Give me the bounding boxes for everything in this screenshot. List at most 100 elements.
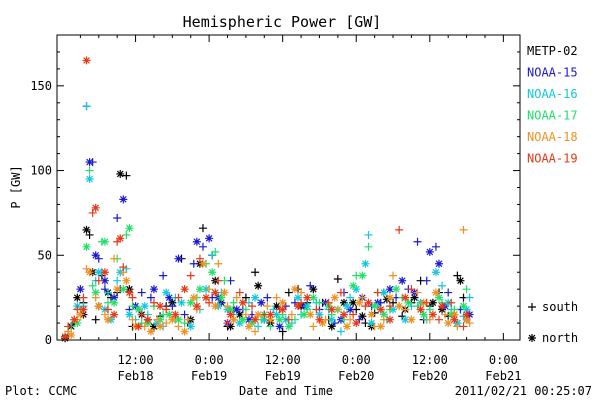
north-point — [85, 158, 94, 167]
north-point — [251, 315, 260, 324]
north-point — [189, 293, 198, 302]
north-point — [275, 322, 284, 331]
north-point — [401, 315, 410, 324]
south-point — [94, 276, 103, 285]
north-point — [346, 305, 355, 314]
south-point — [128, 302, 137, 311]
north-point — [82, 242, 91, 251]
north-point — [379, 310, 388, 319]
south-point — [284, 288, 293, 297]
north-point — [428, 298, 437, 307]
north-point — [238, 298, 247, 307]
north-point — [349, 281, 358, 290]
north-point — [266, 315, 275, 324]
north-point — [431, 288, 440, 297]
north-point — [232, 305, 241, 314]
y-tick-label: 150 — [30, 79, 52, 93]
south-point — [407, 285, 416, 294]
north-point — [244, 322, 253, 331]
x-tick-date: Feb19 — [191, 369, 227, 383]
south-point — [346, 315, 355, 324]
north-point — [244, 315, 253, 324]
north-point — [459, 302, 468, 311]
north-point — [73, 293, 82, 302]
north-point — [278, 305, 287, 314]
south-point — [162, 305, 171, 314]
north-point — [226, 310, 235, 319]
south-point — [241, 310, 250, 319]
legend-entry: NOAA-18 — [527, 130, 578, 144]
south-point — [431, 242, 440, 251]
north-point — [110, 293, 119, 302]
south-point — [346, 293, 355, 302]
north-point — [251, 293, 260, 302]
north-point — [352, 319, 361, 328]
south-point — [174, 322, 183, 331]
north-point — [450, 315, 459, 324]
south-point — [312, 305, 321, 314]
south-point — [79, 293, 88, 302]
x-tick-date: Feb18 — [117, 369, 153, 383]
north-point — [82, 225, 91, 234]
north-point — [116, 169, 125, 178]
north-point — [110, 298, 119, 307]
south-point — [223, 302, 232, 311]
north-point — [192, 237, 201, 246]
south-point — [137, 310, 146, 319]
north-point — [195, 285, 204, 294]
x-tick-date: Feb20 — [338, 369, 374, 383]
south-point — [128, 315, 137, 324]
north-point — [208, 268, 217, 277]
south-point — [385, 302, 394, 311]
x-tick-time: 12:00 — [117, 353, 153, 367]
north-point — [462, 315, 471, 324]
south-point — [336, 288, 345, 297]
north-point — [358, 312, 367, 321]
south-point — [103, 305, 112, 314]
north-point — [174, 315, 183, 324]
north-point — [134, 322, 143, 331]
north-point — [149, 322, 158, 331]
north-point — [339, 298, 348, 307]
north-point — [217, 293, 226, 302]
north-point — [379, 288, 388, 297]
north-point — [462, 310, 471, 319]
north-point — [395, 302, 404, 311]
legend: METP-02 NOAA-15 NOAA-16 NOAA-17 NOAA-18 NOAA-… — [527, 44, 578, 345]
north-point — [456, 276, 465, 285]
south-point — [465, 293, 474, 302]
legend-marker-label: south — [542, 300, 578, 314]
south-point — [306, 281, 315, 290]
south-point — [186, 271, 195, 280]
north-point — [272, 302, 281, 311]
south-point — [229, 298, 238, 307]
north-point — [385, 293, 394, 302]
north-point — [275, 315, 284, 324]
north-point — [376, 305, 385, 314]
y-tick-label: 50 — [38, 248, 52, 262]
north-point — [438, 302, 447, 311]
south-point — [153, 315, 162, 324]
south-point — [349, 310, 358, 319]
north-point — [116, 234, 125, 243]
south-point — [251, 327, 260, 336]
north-point — [76, 310, 85, 319]
north-point — [94, 302, 103, 311]
south-point — [336, 327, 345, 336]
legend-entry: METP-02 — [527, 44, 578, 58]
south-point — [364, 230, 373, 239]
x-tick-time: 0:00 — [489, 353, 518, 367]
south-point — [447, 298, 456, 307]
north-point — [339, 310, 348, 319]
south-point — [441, 310, 450, 319]
south-point — [434, 315, 443, 324]
north-point — [229, 315, 238, 324]
north-point — [100, 276, 109, 285]
north-point — [156, 302, 165, 311]
north-point — [198, 259, 207, 268]
south-point — [205, 285, 214, 294]
north-point — [125, 224, 134, 233]
north-point — [385, 285, 394, 294]
north-point — [70, 315, 79, 324]
north-point — [85, 268, 94, 277]
